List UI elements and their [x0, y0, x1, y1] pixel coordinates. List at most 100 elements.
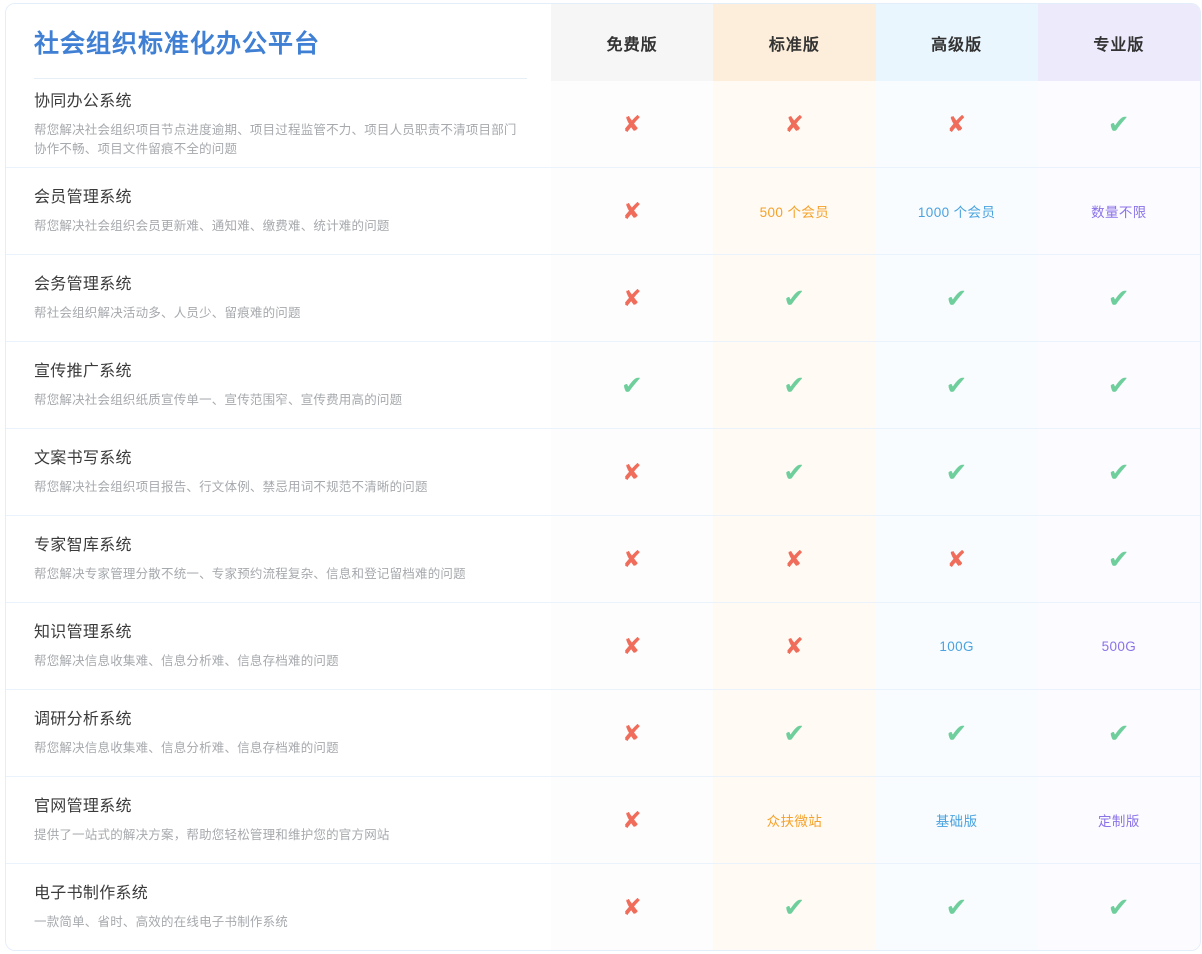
- value-text: 1000 个会员: [917, 205, 996, 220]
- check-icon: ✔: [945, 718, 968, 748]
- value-cell-standard: 众扶微站: [713, 777, 876, 863]
- value-cell-free: ✘: [551, 777, 714, 863]
- feature-cell: 电子书制作系统一款简单、省时、高效的在线电子书制作系统: [6, 864, 551, 950]
- cross-icon: ✘: [622, 806, 642, 833]
- plan-header-standard[interactable]: 标准版: [713, 4, 876, 81]
- value-cell-professional: ✔: [1037, 429, 1200, 515]
- feature-cell: 文案书写系统 帮您解决社会组织项目报告、行文体例、禁忌用词不规范不清晰的问题: [6, 429, 551, 515]
- plan-header-advanced[interactable]: 高级版: [875, 4, 1038, 81]
- feature-cell: 官网管理系统提供了一站式的解决方案，帮助您轻松管理和维护您的官方网站: [6, 777, 551, 863]
- value-cell-professional: ✔: [1037, 690, 1200, 776]
- page-title: 社会组织标准化办公平台: [34, 30, 321, 58]
- check-icon: ✔: [783, 718, 806, 748]
- check-icon: ✔: [1107, 370, 1130, 400]
- value-cell-advanced: ✘: [875, 81, 1038, 167]
- value-cell-standard: ✘: [713, 603, 876, 689]
- table-row: 协同办公系统 帮您解决社会组织项目节点进度逾期、项目过程监管不力、项目人员职责不清…: [6, 81, 1200, 167]
- table-row: 会务管理系统 帮社会组织解决活动多、人员少、留痕难的问题 ✘ ✔ ✔ ✔: [6, 254, 1200, 341]
- value-cell-professional: 500G: [1037, 603, 1200, 689]
- value-cell-free: ✘: [551, 864, 714, 950]
- value-cell-free: ✘: [551, 603, 714, 689]
- feature-name: 文案书写系统: [34, 450, 132, 467]
- table-row: 电子书制作系统 一款简单、省时、高效的在线电子书制作系统 ✘ ✔ ✔ ✔: [6, 863, 1200, 950]
- cross-icon: ✘: [622, 110, 642, 137]
- feature-description: 帮您解决信息收集难、信息分析难、信息存档难的问题: [34, 654, 339, 668]
- value-cell-advanced: ✘: [875, 516, 1038, 602]
- value-cell-standard: ✘: [713, 81, 876, 167]
- value-cell-standard: ✔: [713, 864, 876, 950]
- table-row: 专家智库系统 帮您解决专家管理分散不统一、专家预约流程复杂、信息和登记留档难的问题…: [6, 515, 1200, 602]
- feature-description: 帮您解决社会组织会员更新难、通知难、缴费难、统计难的问题: [34, 219, 390, 233]
- feature-cell: 知识管理系统帮您解决信息收集难、信息分析难、信息存档难的问题: [6, 603, 551, 689]
- value-cell-professional: 数量不限: [1037, 168, 1200, 254]
- value-cell-standard: ✔: [713, 429, 876, 515]
- feature-name: 电子书制作系统: [34, 885, 149, 902]
- check-icon: ✔: [1107, 457, 1130, 487]
- brand-title-cell: 社会组织标准化办公平台: [6, 4, 551, 81]
- value-text: 500 个会员: [759, 205, 830, 220]
- value-cell-free: ✘: [551, 81, 714, 167]
- plan-header-free[interactable]: 免费版: [551, 4, 714, 81]
- value-cell-professional: 定制版: [1037, 777, 1200, 863]
- feature-description: 帮您解决专家管理分散不统一、专家预约流程复杂、信息和登记留档难的问题: [34, 567, 466, 581]
- cross-icon: ✘: [622, 458, 642, 485]
- feature-description: 一款简单、省时、高效的在线电子书制作系统: [34, 915, 289, 929]
- check-icon: ✔: [783, 892, 806, 922]
- table-row: 会员管理系统 帮您解决社会组织会员更新难、通知难、缴费难、统计难的问题 ✘ 500 个…: [6, 167, 1200, 254]
- value-cell-advanced: 1000 个会员: [875, 168, 1038, 254]
- title-divider: [34, 78, 527, 79]
- table-header-row: 社会组织标准化办公平台 免费版 标准版 高级版 专业版: [6, 4, 1200, 81]
- cross-icon: ✘: [784, 545, 805, 572]
- cross-icon: ✘: [784, 110, 805, 137]
- value-text: 100G: [939, 638, 974, 654]
- check-icon: ✔: [945, 892, 968, 922]
- feature-cell: 调研分析系统帮您解决信息收集难、信息分析难、信息存档难的问题: [6, 690, 551, 776]
- cross-icon: ✘: [784, 632, 805, 659]
- feature-cell: 专家智库系统 帮您解决专家管理分散不统一、专家预约流程复杂、信息和登记留档难的问题: [6, 516, 551, 602]
- comparison-table: 社会组织标准化办公平台 免费版 标准版 高级版 专业版 协同办公系统 帮您解决社会…: [6, 4, 1200, 950]
- feature-cell: 协同办公系统 帮您解决社会组织项目节点进度逾期、项目过程监管不力、项目人员职责不清…: [6, 81, 551, 167]
- table-row: 宣传推广系统 帮您解决社会组织纸质宣传单一、宣传范围窄、宣传费用高的问题 ✔ ✔ ✔ ✔: [6, 341, 1200, 428]
- cross-icon: ✘: [622, 719, 642, 746]
- value-text: 数量不限: [1091, 205, 1147, 220]
- feature-description: 帮您解决社会组织纸质宣传单一、宣传范围窄、宣传费用高的问题: [34, 393, 403, 407]
- value-cell-professional: ✔: [1037, 864, 1200, 950]
- check-icon: ✔: [783, 283, 806, 313]
- check-icon: ✔: [945, 370, 968, 400]
- value-cell-advanced: ✔: [875, 342, 1038, 428]
- cross-icon: ✘: [622, 197, 642, 224]
- feature-name: 官网管理系统: [34, 798, 132, 815]
- feature-cell: 会员管理系统 帮您解决社会组织会员更新难、通知难、缴费难、统计难的问题: [6, 168, 551, 254]
- value-text: 基础版: [935, 814, 978, 829]
- feature-cell: 宣传推广系统帮您解决社会组织纸质宣传单一、宣传范围窄、宣传费用高的问题: [6, 342, 551, 428]
- feature-description: 帮您解决信息收集难、信息分析难、信息存档难的问题: [34, 741, 339, 755]
- table-row: 知识管理系统帮您解决信息收集难、信息分析难、信息存档难的问题 ✘ ✘ 100G 500G: [6, 602, 1200, 689]
- check-icon: ✔: [1107, 109, 1130, 139]
- value-cell-professional: ✔: [1037, 81, 1200, 167]
- table-row: 文案书写系统 帮您解决社会组织项目报告、行文体例、禁忌用词不规范不清晰的问题 ✘ ✔ ✔…: [6, 428, 1200, 515]
- cross-icon: ✘: [946, 545, 967, 572]
- feature-description: 提供了一站式的解决方案，帮助您轻松管理和维护您的官方网站: [34, 828, 390, 842]
- value-cell-advanced: 100G: [875, 603, 1038, 689]
- table-row: 官网管理系统提供了一站式的解决方案，帮助您轻松管理和维护您的官方网站 ✘ 众扶微站 基…: [6, 776, 1200, 863]
- check-icon: ✔: [1107, 283, 1130, 313]
- value-cell-advanced: ✔: [875, 429, 1038, 515]
- check-icon: ✔: [1107, 892, 1130, 922]
- plan-header-professional[interactable]: 专业版: [1037, 4, 1200, 81]
- table-row: 调研分析系统帮您解决信息收集难、信息分析难、信息存档难的问题 ✘ ✔ ✔ ✔: [6, 689, 1200, 776]
- cross-icon: ✘: [622, 632, 642, 659]
- value-cell-advanced: ✔: [875, 864, 1038, 950]
- value-cell-free: ✘: [551, 429, 714, 515]
- feature-name: 调研分析系统: [34, 711, 132, 728]
- pricing-comparison-card: 社会组织标准化办公平台 免费版 标准版 高级版 专业版 协同办公系统 帮您解决社会…: [5, 3, 1201, 951]
- check-icon: ✔: [1107, 718, 1130, 748]
- cross-icon: ✘: [622, 284, 642, 311]
- value-text: 众扶微站: [766, 814, 823, 829]
- feature-name: 宣传推广系统: [34, 363, 132, 380]
- value-cell-standard: ✘: [713, 516, 876, 602]
- feature-name: 协同办公系统: [34, 92, 132, 110]
- feature-name: 知识管理系统: [34, 624, 132, 641]
- feature-description: 帮社会组织解决活动多、人员少、留痕难的问题: [34, 306, 301, 320]
- value-text: 定制版: [1098, 814, 1140, 829]
- check-icon: ✔: [621, 370, 644, 400]
